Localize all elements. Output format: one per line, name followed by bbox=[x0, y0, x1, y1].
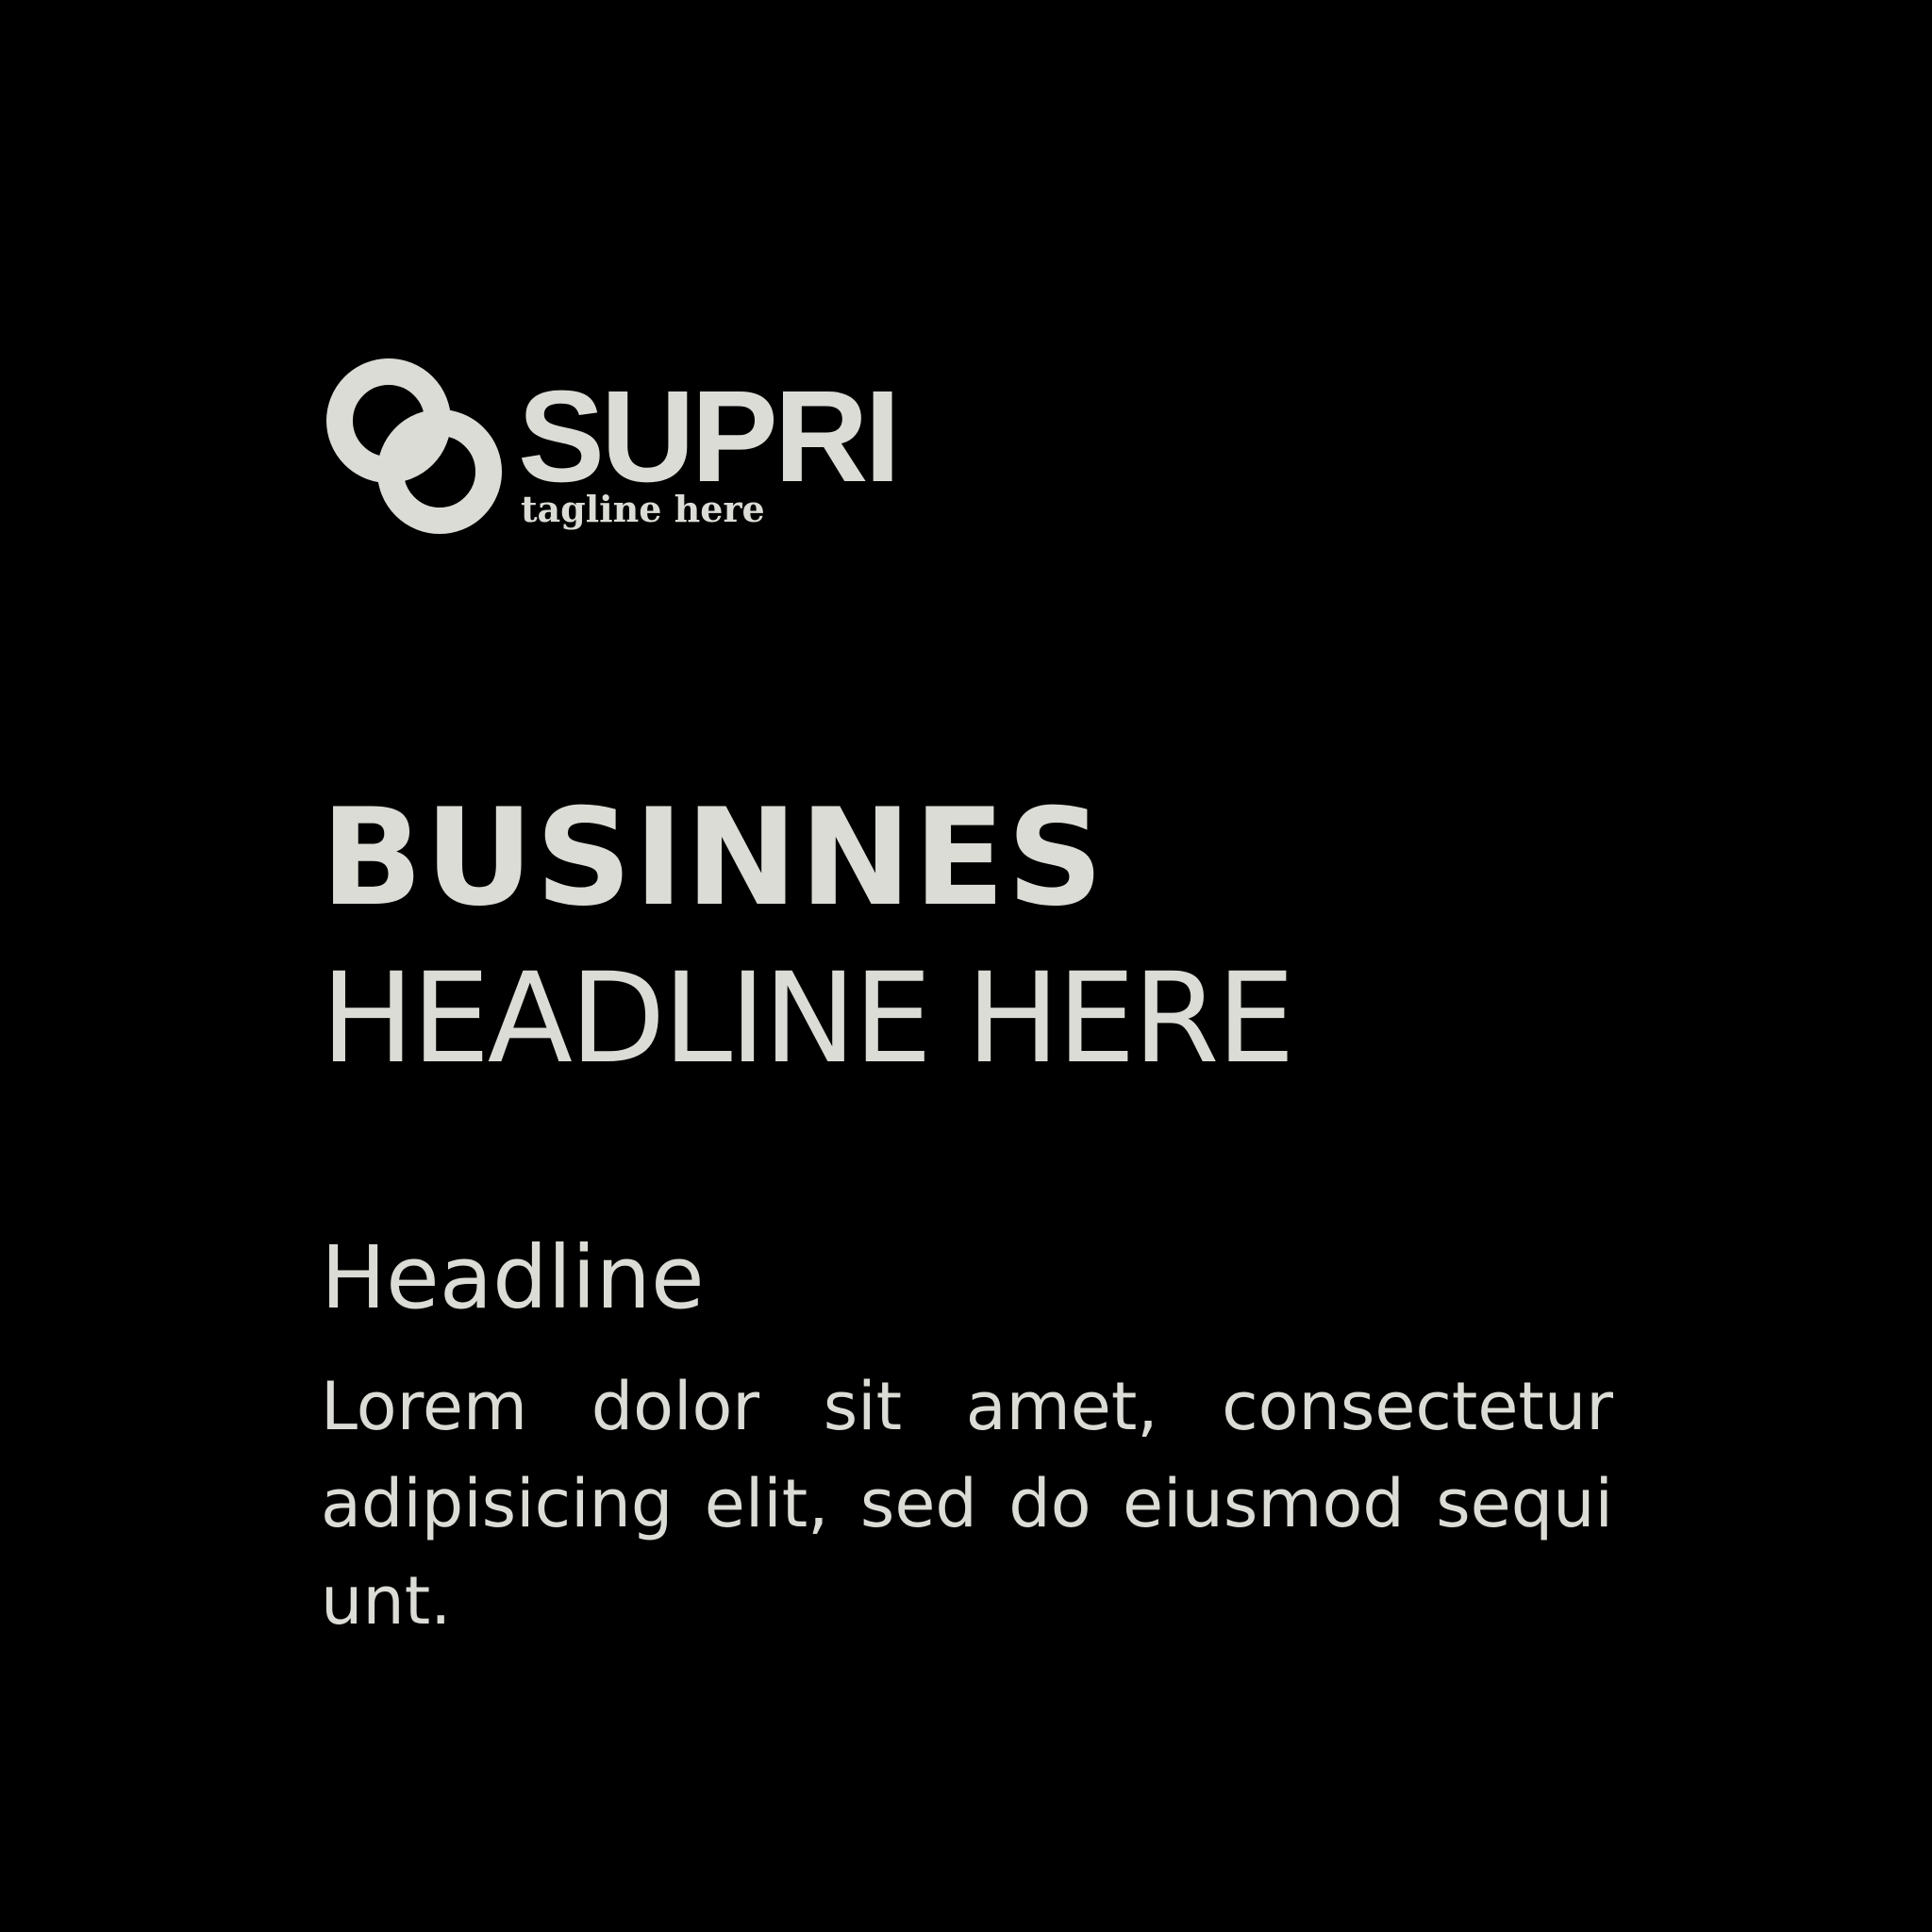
headline-line-1: BUSINNES bbox=[321, 780, 1106, 936]
brand-name: SUPRI bbox=[518, 364, 901, 509]
section-subheading: Headline bbox=[321, 1227, 705, 1328]
section-body-text: Lorem dolor sit amet, consectetur adipis… bbox=[321, 1368, 1613, 1640]
headline-line-2: HEADLINE HERE bbox=[321, 946, 1295, 1091]
brand-tagline: tagline here bbox=[521, 488, 765, 530]
brand-logo: SUPRI tagline here bbox=[325, 357, 909, 545]
interlocking-rings-icon bbox=[326, 358, 502, 534]
